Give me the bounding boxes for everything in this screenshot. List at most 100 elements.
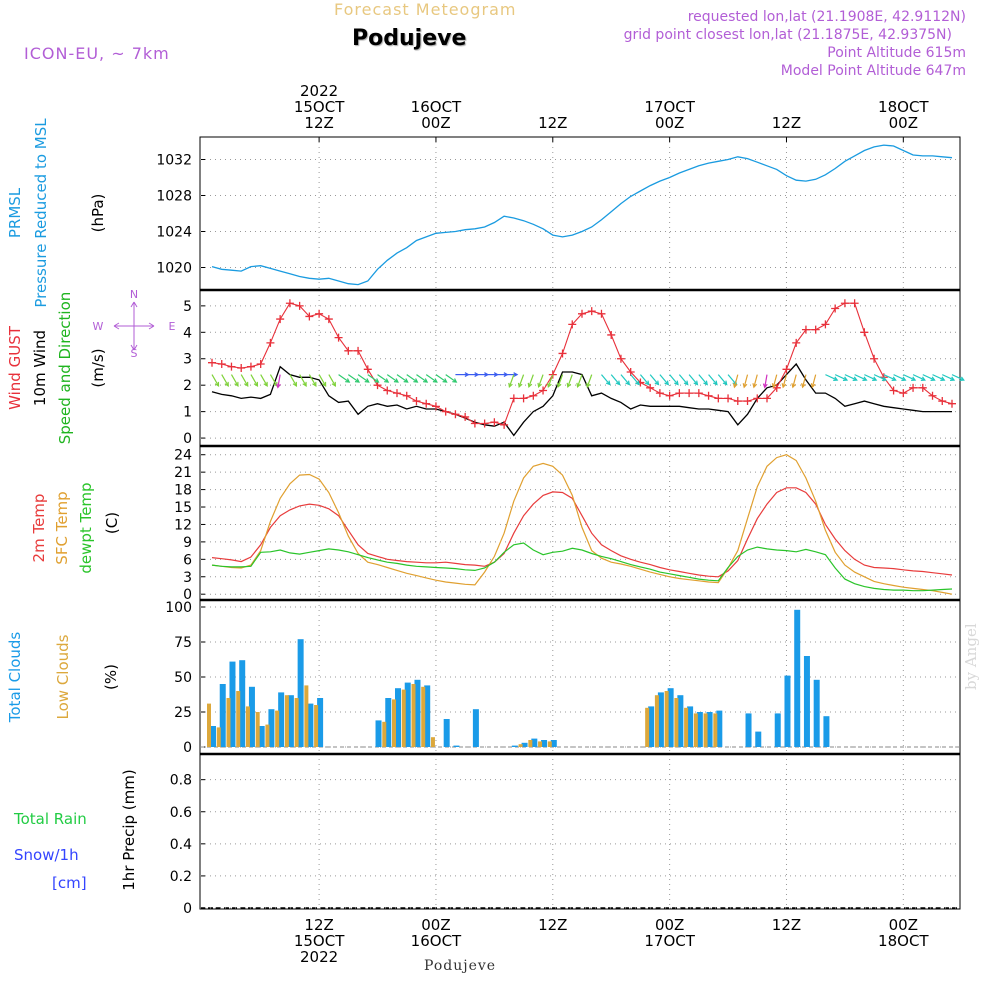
wind-gust-marker [539,386,548,395]
total-cloud-bar [677,695,684,747]
wind-direction-arrow [733,374,739,388]
low-cloud-bar [664,691,669,747]
wind-gust-marker [763,394,771,403]
wind-gust-marker [256,360,265,369]
wind-direction-arrowhead [442,378,448,383]
total-cloud-bar [784,675,791,747]
wind-direction-arrow [942,374,955,381]
wind-direction-arrowhead [586,382,591,389]
wind-gust-marker [675,389,684,398]
compass-w: W [93,320,104,333]
wind-direction-arrow [347,374,360,383]
wind-gust-label: Wind GUST [6,325,24,410]
wind-direction-arrowhead [950,376,956,381]
wind-direction-arrowhead [852,376,858,381]
wind-direction-arrow [406,374,418,383]
wind-gust-marker [918,383,927,392]
wind-direction-arrowhead [791,383,797,389]
wind-gust-marker [753,394,762,403]
low-cloud-bar [645,707,650,747]
wind-gust-marker [334,333,343,342]
wind-gust-line [211,302,953,426]
low-cloud-label: Low Clouds [54,634,72,719]
wind-direction-arrow [211,374,220,387]
total-cloud-bar [385,698,392,747]
total-cloud-bar [278,692,285,747]
y-tick-label: 12 [174,517,192,533]
wind-direction-arrow [357,374,370,383]
total-cloud-bar [648,706,655,747]
wind-direction-arrowhead [742,383,748,389]
wind-gust-marker [451,410,460,419]
low-cloud-bar [265,724,270,747]
wind-direction-arrow [557,374,564,388]
wind-direction-arrow [688,374,698,385]
wind-direction-arrowhead [224,381,229,387]
wind-direction-arrow [630,374,640,385]
wind-direction-arrow [772,374,778,388]
wind-direction-arrow [932,374,945,381]
wind-direction-arrowhead [959,376,965,381]
wind-gust-marker [899,389,908,398]
wind-direction-arrowhead [384,378,390,383]
low-cloud-bar [684,707,689,747]
y-tick-label: 1020 [156,261,192,277]
total-cloud-bar [307,703,314,747]
wind-direction-arrowhead [556,382,562,389]
precip-unit: 1hr Precip (mm) [120,769,138,890]
top-time-label: 00Z [655,114,684,132]
total-cloud-bar [210,726,216,747]
wind-direction-arrowhead [722,380,728,386]
wind-direction-arrow [445,374,457,383]
wind-direction-arrowhead [635,380,640,386]
y-tick-label: 0 [183,901,192,917]
wind-speed-label: 10m Wind [31,330,49,406]
total-cloud-bar [813,679,820,747]
total-cloud-bar [414,679,421,747]
wind-gust-marker [568,320,577,329]
wind-gust-marker [383,386,392,395]
wind-direction-arrowhead [393,378,399,383]
location-title: Podujeve [352,26,467,51]
total-cloud-bar [823,716,830,747]
total-cloud-bar [531,738,538,747]
wind-direction-arrowhead [302,381,307,387]
wind-direction-arrowhead [664,380,670,386]
low-cloud-bar [547,741,552,747]
total-cloud-bar [219,684,226,747]
wind-gust-marker [655,389,664,398]
wind-gust-marker [295,301,304,310]
snow-label: Snow/1h [14,846,79,864]
y-tick-label: 25 [174,705,192,721]
wind-gust-marker [500,420,509,429]
bottom-time-label: 18OCT [878,932,929,950]
wind-direction-arrowhead [508,382,513,389]
pressure-label: Pressure Reduced to MSL [32,118,50,308]
wind-gust-marker [509,394,518,403]
top-time-label: 16OCT [411,98,462,116]
y-tick-label: 3 [183,570,192,586]
wind-gust-marker [948,399,956,408]
wind-direction-label: Speed and Direction [56,292,74,445]
y-tick-label: 1028 [156,189,192,205]
wind-gust-marker [490,418,499,427]
wind-direction-arrow [289,374,297,387]
y-tick-label: 24 [174,448,192,464]
wind-direction-arrow [854,374,867,381]
bottom-time-label: 2022 [300,948,338,966]
wind-direction-arrow [834,374,848,381]
low-cloud-bar [528,740,533,747]
wind-direction-arrow [753,374,758,388]
total-cloud-bar [716,710,723,747]
wind-direction-arrow [659,374,669,385]
pressure-label: PRMSL [6,187,24,238]
panel-frame [199,753,961,910]
top-time-label: 12Z [538,114,567,132]
wind-unit: (m/s) [89,348,107,387]
wind-direction-arrow [792,374,797,388]
total-cloud-bar [268,709,275,747]
wind-gust-marker [324,315,333,324]
y-tick-label: 0 [183,740,192,756]
wind-gust-marker [870,354,879,363]
